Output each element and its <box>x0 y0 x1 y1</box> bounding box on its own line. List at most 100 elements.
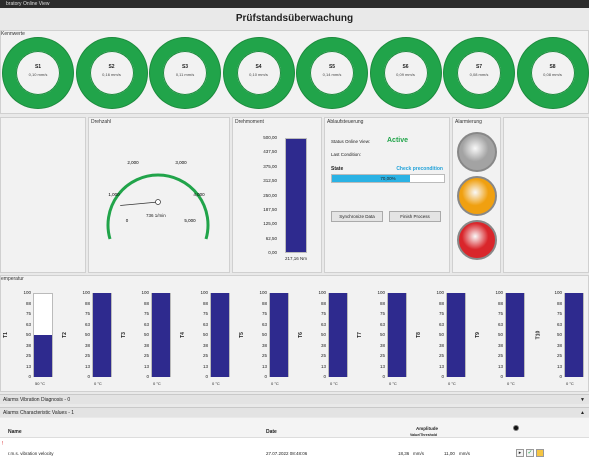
temperature-tick-label: 100 <box>23 290 31 295</box>
temperature-tick-label: 38 <box>143 342 149 348</box>
col-amplitude-sub: Value/Threshold <box>410 433 438 437</box>
temperature-bar <box>270 293 288 377</box>
sensor-name: S1 <box>34 64 42 70</box>
temperature-tick-label: 88 <box>261 300 267 306</box>
temperature-tick-label: 75 <box>25 311 31 316</box>
finish-process-button[interactable]: Finish Process <box>389 211 441 222</box>
sensor-ring-s3: S3 0,11 mm/s <box>150 38 220 108</box>
rpm-readout: 736 1/min <box>146 213 166 218</box>
temperature-tick-label: 38 <box>320 342 326 348</box>
temperature-tick-label: 50 <box>438 332 444 337</box>
temperature-tick-label: 0 <box>205 374 208 379</box>
ablauf-label: Ablaufsteuerung <box>327 119 364 125</box>
temperature-tick-label: 13 <box>143 363 149 369</box>
temperature-chart-name: T2 <box>61 332 68 338</box>
play-icon[interactable]: ▸ <box>516 449 524 457</box>
temperature-bar <box>152 293 170 377</box>
right-empty-panel <box>503 117 589 273</box>
temperature-tick-label: 50 <box>143 332 149 337</box>
temperature-tick-label: 38 <box>25 342 31 348</box>
temperature-tick-label: 63 <box>261 321 267 327</box>
kennwerte-panel: Kennwerte S1 0,10 mm/s S2 0,16 mm/s S3 0,11 m… <box>0 30 589 114</box>
chevron-down-icon[interactable]: ▼ <box>580 397 585 403</box>
sensor-name: S4 <box>255 64 262 70</box>
torque-tick-label: 187,50 <box>263 206 277 212</box>
characteristic-section-header[interactable]: Alarms Characteristic Values - 1 ▲ <box>0 407 589 417</box>
note-icon[interactable] <box>536 449 544 457</box>
acknowledge-icon[interactable]: ✓ <box>526 449 534 457</box>
temperature-tick-label: 63 <box>25 321 31 327</box>
temperature-tick-label: 0 <box>146 374 149 379</box>
temperature-tick-label: 75 <box>84 311 90 316</box>
temperature-tick-label: 38 <box>556 342 562 348</box>
temperature-tick-label: 63 <box>320 321 326 327</box>
record-icon[interactable] <box>513 425 519 431</box>
rpm-gauge-hub <box>155 199 161 205</box>
temperature-tick-label: 38 <box>261 342 267 348</box>
temperature-tick-label: 50 <box>202 332 208 337</box>
diagnosis-section-header[interactable]: Alarms Vibration Diagnosis - 0 ▼ <box>0 394 589 404</box>
sensor-value: 0,08 mm/s <box>469 72 489 77</box>
status-value: Active <box>387 137 409 144</box>
temperature-tick-label: 63 <box>438 321 444 327</box>
temperature-tick-label: 13 <box>497 363 503 369</box>
col-name: Name <box>8 429 22 435</box>
temperature-tick-label: 88 <box>84 300 90 306</box>
chevron-up-icon[interactable]: ▲ <box>580 410 585 416</box>
temperature-tick-label: 100 <box>377 290 385 295</box>
torque-tick-label: 312,50 <box>263 178 277 184</box>
drehzahl-panel: Drehzahl 0 1,000 2,000 3,000 4,000 5,000 736 … <box>88 117 230 273</box>
temperature-bar <box>211 293 229 377</box>
temperature-tick-label: 13 <box>202 363 208 369</box>
temperature-tick-label: 88 <box>143 300 149 306</box>
temperature-chart-t8: T8 100 88 75 63 50 38 25 13 0 0 °C <box>416 276 476 393</box>
temperature-tick-label: 13 <box>556 363 562 369</box>
temperature-tick-label: 63 <box>84 321 90 327</box>
temperature-tick-label: 0 <box>559 374 562 379</box>
temperature-tick-label: 25 <box>497 353 503 358</box>
temperature-tick-label: 100 <box>200 290 208 295</box>
row-value: 18,36 <box>398 451 410 456</box>
temperature-tick-label: 25 <box>379 353 385 358</box>
synchronize-data-button[interactable]: Synchronize Data <box>331 211 383 222</box>
temperature-tick-label: 25 <box>438 353 444 358</box>
col-amplitude: Amplitude <box>416 426 438 431</box>
last-condition-label: Last Condition: <box>331 152 362 157</box>
temperature-chart-name: T1 <box>2 332 9 338</box>
temperature-tick-label: 50 <box>261 332 267 337</box>
temperature-tick-label: 13 <box>261 363 267 369</box>
temperature-tick-label: 0 <box>500 374 503 379</box>
temperature-tick-label: 63 <box>143 321 149 327</box>
temperature-chart-name: T8 <box>415 332 422 338</box>
rpm-gauge-arc <box>106 173 210 240</box>
window-title: bratory Online View <box>6 1 50 7</box>
temperature-bar <box>329 293 347 377</box>
temperature-chart-t6: T6 100 88 75 63 50 38 25 13 0 0 °C <box>298 276 358 393</box>
progress-track: 70,00% <box>331 174 445 183</box>
alarm-lamp-amber <box>457 176 497 216</box>
temperature-unit: 0 °C <box>212 381 220 386</box>
temperature-bar <box>388 293 406 377</box>
temperature-chart-t4: T4 100 88 75 63 50 38 25 13 0 0 °C <box>180 276 240 393</box>
temperature-tick-label: 63 <box>202 321 208 327</box>
temperature-tick-label: 75 <box>379 311 385 316</box>
drehmoment-label: Drehmoment <box>235 119 264 125</box>
temperature-tick-label: 13 <box>438 363 444 369</box>
temperature-tick-label: 100 <box>554 290 562 295</box>
row-value-unit: mm/s <box>413 451 424 456</box>
rpm-tick-label: 4,000 <box>193 192 205 197</box>
temperature-tick-label: 88 <box>556 300 562 306</box>
row-name: r.m.s. vibration velocity <box>8 451 54 456</box>
temperature-bar <box>447 293 465 377</box>
temperature-tick-label: 25 <box>143 353 149 358</box>
temperature-tick-label: 75 <box>497 311 503 316</box>
row-threshold: 11,00 <box>444 451 455 456</box>
sensor-name: S6 <box>402 64 409 70</box>
rpm-tick-label: 3,000 <box>175 160 187 165</box>
temperature-tick-label: 75 <box>261 311 267 316</box>
temperature-tick-label: 88 <box>25 300 31 306</box>
sensor-ring-s2: S2 0,16 mm/s <box>76 38 147 108</box>
torque-tick-label: 125,00 <box>263 221 277 227</box>
status-label: Status Online View: <box>331 139 371 144</box>
table-row[interactable]: r.m.s. vibration velocity 27.07.2022 08:… <box>0 448 589 460</box>
